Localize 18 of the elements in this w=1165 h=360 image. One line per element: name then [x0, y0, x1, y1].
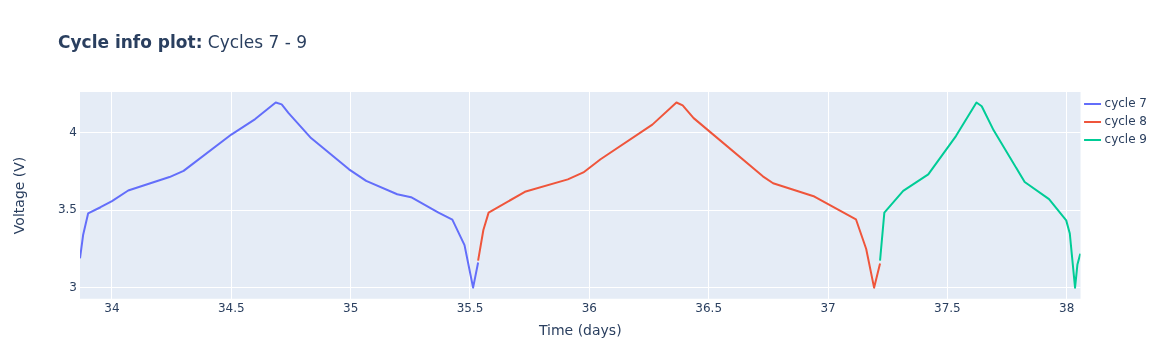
x-tick-label: 34.5	[217, 301, 245, 316]
x-tick-label: 37.5	[934, 301, 961, 316]
x-tick-label: 37	[820, 301, 836, 316]
y-tick-label: 4	[69, 125, 77, 140]
chart-title: Cycle info plot: Cycles 7 - 9	[58, 32, 308, 52]
x-tick-label: 36.5	[695, 301, 723, 316]
x-tick-label: 34	[104, 301, 120, 316]
x-tick-label: 36	[581, 301, 597, 316]
x-tick-label: 38	[1059, 301, 1075, 316]
x-tick-label: 35	[343, 301, 359, 316]
y-axis-title: Voltage (V)	[11, 156, 28, 235]
legend-label: cycle 7	[1104, 96, 1148, 111]
legend-label: cycle 8	[1104, 114, 1148, 129]
x-axis-title: Time (days)	[537, 322, 622, 339]
y-tick-label: 3.5	[57, 202, 77, 217]
x-tick-label: 35.5	[456, 301, 484, 316]
legend-label: cycle 9	[1104, 132, 1148, 147]
y-tick-label: 3	[69, 279, 77, 294]
